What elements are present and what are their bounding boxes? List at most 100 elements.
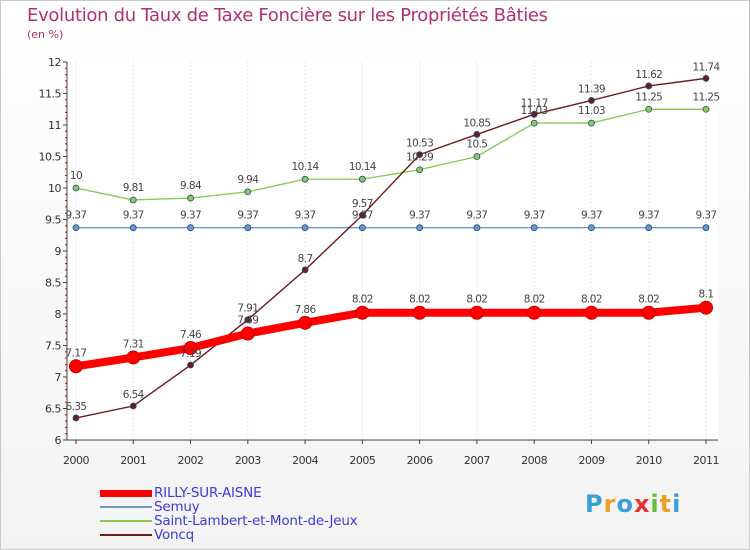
data-point	[645, 224, 653, 232]
legend-swatch-saint-lambert	[100, 520, 152, 522]
chart-subtitle: (en %)	[27, 28, 64, 41]
data-point	[530, 119, 538, 127]
data-point	[416, 224, 424, 232]
y-tick-label: 11	[48, 119, 61, 132]
data-point	[527, 305, 542, 320]
plot-area	[67, 62, 718, 440]
legend-item-voncq: Voncq	[100, 527, 357, 543]
y-tick-label: 6	[55, 434, 62, 447]
data-label: 11.62	[635, 69, 662, 81]
data-label: 9.37	[180, 210, 201, 222]
y-tick-label: 10	[48, 182, 61, 195]
data-label: 6.54	[123, 389, 145, 401]
data-point	[240, 326, 255, 341]
data-point	[301, 175, 309, 183]
y-tick-label: 6.5	[45, 403, 61, 416]
data-label: 11.74	[692, 61, 720, 73]
data-point	[469, 305, 484, 320]
data-label: 10.5	[466, 139, 487, 151]
data-point	[530, 224, 538, 232]
data-point	[702, 105, 710, 113]
data-point	[473, 224, 481, 232]
data-point	[358, 224, 366, 232]
data-label: 8.02	[466, 294, 487, 306]
data-point	[355, 305, 370, 320]
data-label: 9.84	[180, 180, 202, 192]
data-label: 10.14	[292, 161, 320, 173]
x-tick-label: 2006	[407, 454, 433, 467]
legend-swatch-voncq	[100, 534, 152, 536]
data-label: 8.1	[699, 289, 714, 301]
x-tick-label: 2008	[521, 454, 547, 467]
data-label: 6.35	[66, 401, 87, 413]
x-tick-label: 2003	[235, 454, 261, 467]
x-tick-label: 2001	[120, 454, 146, 467]
data-label: 8.02	[581, 294, 602, 306]
data-label: 9.37	[524, 210, 545, 222]
data-label: 9.94	[237, 174, 259, 186]
x-tick-label: 2005	[349, 454, 375, 467]
data-point	[187, 224, 194, 232]
data-label: 10.53	[406, 138, 433, 150]
logo-letter: o	[616, 490, 634, 518]
data-point	[641, 305, 656, 320]
legend-label-saint-lambert: Saint-Lambert-et-Mont-de-Jeux	[154, 513, 358, 529]
y-tick-label: 12	[48, 56, 61, 69]
data-label: 7.31	[123, 338, 144, 350]
x-tick-label: 2004	[292, 454, 318, 467]
data-point	[645, 82, 653, 90]
data-label: 7.17	[66, 347, 87, 359]
legend: RILLY-SUR-AISNE Semuy Saint-Lambert-et-M…	[100, 485, 358, 543]
data-label: 11.03	[521, 105, 548, 117]
y-tick-label: 7.5	[45, 340, 61, 353]
data-point	[187, 194, 194, 202]
x-tick-label: 2002	[178, 454, 204, 467]
data-label: 11.39	[578, 83, 605, 95]
data-label: 8.02	[524, 294, 545, 306]
data-point	[699, 300, 713, 315]
data-label: 9.37	[409, 210, 430, 222]
data-point	[702, 74, 710, 82]
logo-letter: i	[672, 490, 682, 518]
data-point	[129, 196, 137, 204]
x-tick-label: 2010	[636, 454, 662, 467]
data-label: 9.37	[123, 210, 144, 222]
data-label: 8.02	[352, 294, 373, 306]
data-point	[72, 184, 80, 192]
series-line-rilly-sur-aisne	[72, 303, 710, 371]
y-tick-label: 9.5	[45, 214, 61, 227]
data-label: 9.37	[237, 210, 258, 222]
y-tick-label: 9	[55, 245, 62, 258]
data-label: 8.7	[298, 253, 313, 265]
data-point	[702, 224, 710, 232]
data-label: 9.37	[466, 210, 487, 222]
logo-letter: r	[603, 490, 617, 518]
data-point	[244, 188, 252, 196]
data-label: 9.37	[638, 210, 659, 222]
data-label: 9.37	[581, 210, 602, 222]
data-point	[588, 97, 595, 104]
y-tick-label: 8.5	[45, 277, 61, 290]
proxiti-logo: Proxiti	[585, 490, 681, 518]
data-label: 9.37	[66, 210, 87, 222]
data-point	[416, 151, 424, 159]
legend-item-rilly: RILLY-SUR-AISNE	[100, 485, 357, 501]
data-label: 7.46	[180, 329, 202, 341]
x-tick-label: 2000	[63, 454, 89, 467]
x-tick-label: 2007	[464, 454, 490, 467]
logo-letter: x	[633, 490, 651, 518]
data-label: 11.25	[692, 91, 719, 103]
series-line-voncq	[75, 77, 707, 419]
legend-swatch-semuy	[100, 506, 152, 508]
logo-letter: P	[585, 490, 604, 518]
x-tick-label: 2009	[578, 454, 604, 467]
chart-title: Evolution du Taux de Taxe Foncière sur l…	[27, 5, 548, 26]
data-point	[584, 305, 599, 320]
y-tick-label: 8	[55, 308, 62, 321]
data-point	[473, 153, 481, 160]
data-point	[588, 224, 595, 232]
data-point	[473, 131, 481, 138]
y-tick-label: 10.5	[39, 151, 62, 164]
data-label: 9.37	[352, 210, 373, 222]
